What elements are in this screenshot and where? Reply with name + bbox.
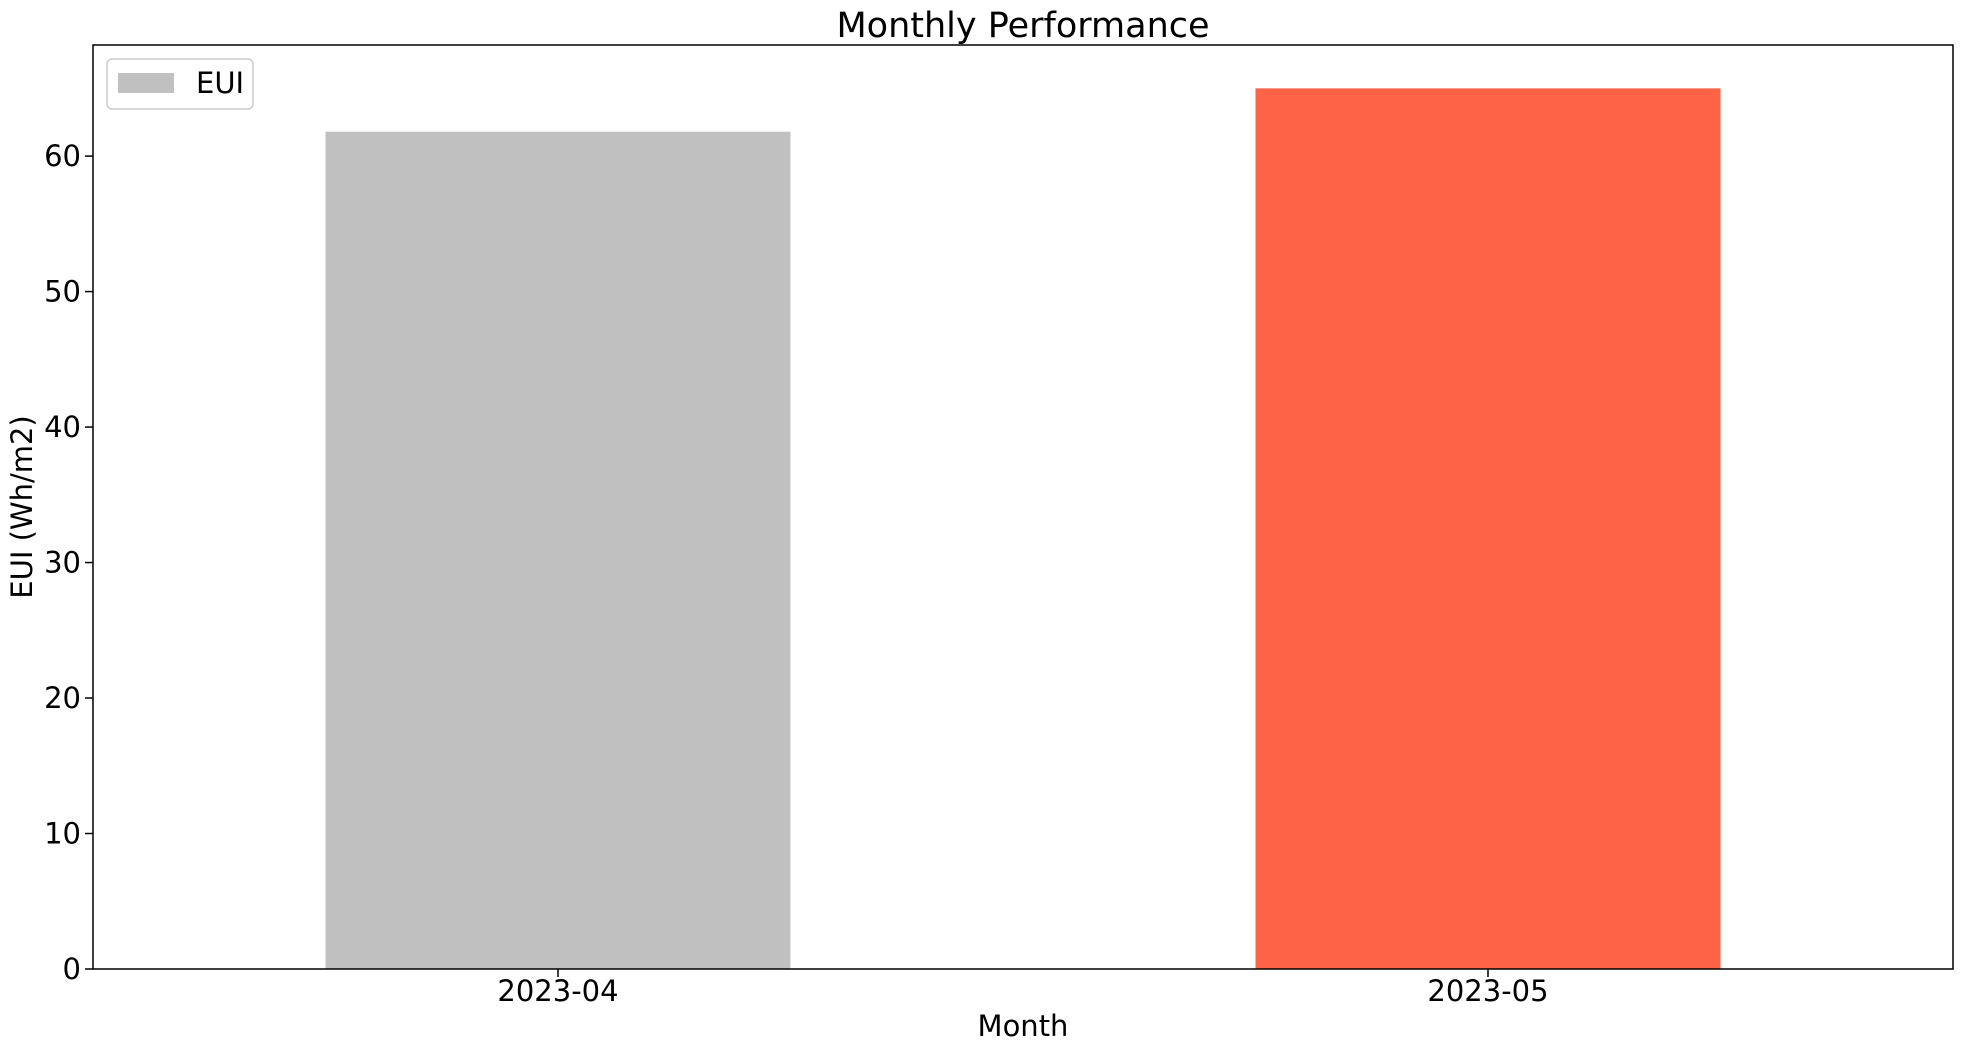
- y-tick-label: 50: [44, 275, 81, 309]
- x-tick-label: 2023-05: [1427, 974, 1548, 1008]
- legend-label-eui: EUI: [196, 66, 244, 100]
- legend-box: [106, 58, 254, 110]
- y-tick-label: 20: [44, 681, 81, 715]
- x-axis-ticks: 2023-04 2023-05: [497, 969, 1549, 1008]
- chart-title: Monthly Performance: [836, 6, 1209, 46]
- bar-2023-05: [1255, 88, 1721, 969]
- y-tick-label: 60: [44, 139, 81, 173]
- x-axis-label: Month: [978, 1009, 1069, 1043]
- y-tick-label: 0: [63, 952, 81, 986]
- bar-2023-04: [325, 131, 791, 970]
- plot-frame: [92, 44, 1954, 970]
- legend: EUI: [106, 58, 254, 110]
- y-tick-label: 10: [44, 817, 81, 851]
- bars-group: [325, 88, 1721, 970]
- x-tick-label: 2023-04: [497, 974, 618, 1008]
- legend-swatch-eui: [118, 73, 174, 93]
- y-tick-label: 30: [44, 546, 81, 580]
- y-tick-label: 40: [44, 410, 81, 444]
- y-axis-ticks: 0 10 20 30 40 50 60: [44, 139, 93, 986]
- y-axis-label: EUI (Wh/m2): [5, 415, 39, 598]
